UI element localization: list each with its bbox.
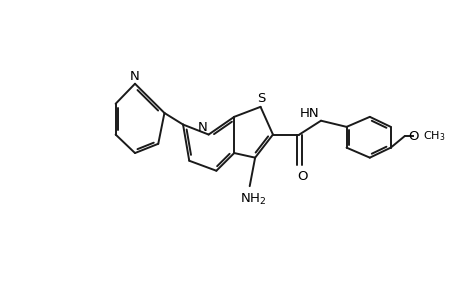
Text: N: N <box>130 70 140 83</box>
Text: NH$_2$: NH$_2$ <box>239 191 265 207</box>
Text: HN: HN <box>299 107 319 120</box>
Text: O: O <box>407 130 417 142</box>
Text: O: O <box>297 170 307 183</box>
Text: CH$_3$: CH$_3$ <box>422 129 445 143</box>
Text: N: N <box>197 121 207 134</box>
Text: S: S <box>257 92 265 105</box>
